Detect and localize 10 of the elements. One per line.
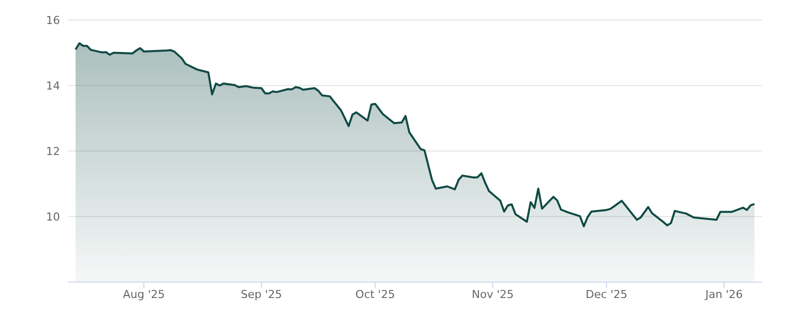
y-tick-label: 16 [46,14,60,27]
y-tick-label: 12 [46,144,60,158]
x-tick-label: Dec '25 [586,288,628,301]
x-tick-label: Jan '26 [704,288,743,301]
x-tick-label: Aug '25 [122,288,165,301]
y-tick-label: 14 [46,79,60,92]
x-tick-label: Sep '25 [240,288,282,301]
x-tick-label: Nov '25 [472,288,514,301]
y-tick-label: 10 [46,210,60,224]
x-tick-label: Oct '25 [355,288,395,301]
